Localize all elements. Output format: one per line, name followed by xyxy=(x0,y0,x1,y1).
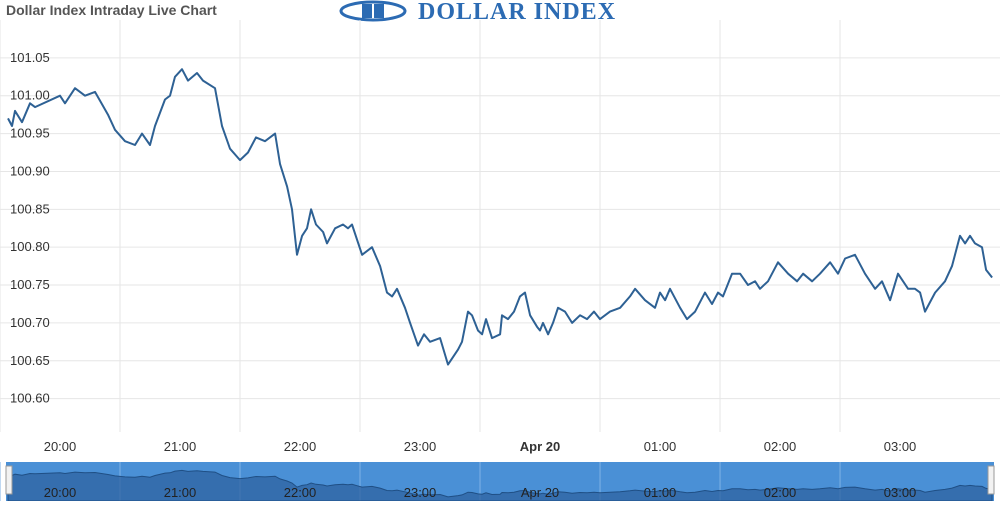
navigator-handle-right xyxy=(987,465,995,495)
x-tick-label: Apr 20 xyxy=(520,439,560,454)
y-axis: 100.60 100.65 100.70 100.75 100.80 100.85 100.… xyxy=(10,50,50,406)
navigator-label: 21:00 xyxy=(164,485,197,500)
x-tick-label: 01:00 xyxy=(644,439,677,454)
logo-icon xyxy=(339,0,407,22)
y-tick-label: 100.90 xyxy=(10,163,50,178)
x-tick-label: 22:00 xyxy=(284,439,317,454)
navigator-label: Apr 20 xyxy=(521,485,559,500)
x-tick-label: 20:00 xyxy=(44,439,77,454)
series-line xyxy=(7,68,993,366)
y-tick-label: 100.65 xyxy=(10,353,50,368)
navigator-label: 02:00 xyxy=(764,485,797,500)
x-tick-label: 21:00 xyxy=(164,439,197,454)
x-tick-label: 02:00 xyxy=(764,439,797,454)
logo-text: DOLLAR INDEX xyxy=(418,0,616,25)
navigator-handle-left xyxy=(5,465,13,495)
navigator-label: 23:00 xyxy=(404,485,437,500)
y-tick-label: 100.95 xyxy=(10,126,50,141)
grid xyxy=(0,20,1000,432)
y-tick-label: 100.80 xyxy=(10,239,50,254)
y-tick-label: 101.00 xyxy=(10,88,50,103)
x-tick-label: 23:00 xyxy=(404,439,437,454)
navigator-area xyxy=(7,469,993,502)
x-tick-label: 03:00 xyxy=(884,439,917,454)
y-tick-label: 100.85 xyxy=(10,201,50,216)
y-tick-label: 100.70 xyxy=(10,315,50,330)
navigator: 20:00 21:00 22:00 23:00 Apr 20 01:00 02:00 03:0… xyxy=(0,462,995,502)
y-tick-label: 101.05 xyxy=(10,50,50,65)
navigator-label: 20:00 xyxy=(44,485,77,500)
plot-area xyxy=(7,68,993,366)
y-tick-label: 100.75 xyxy=(10,277,50,292)
x-axis: 20:00 21:00 22:00 23:00 Apr 20 01:00 02:00 03:0… xyxy=(44,439,917,454)
navigator-label: 22:00 xyxy=(284,485,317,500)
navigator-label: 01:00 xyxy=(644,485,677,500)
navigator-label: 03:00 xyxy=(884,485,917,500)
chart-title: Dollar Index Intraday Live Chart xyxy=(6,2,217,18)
y-tick-label: 100.60 xyxy=(10,391,50,406)
